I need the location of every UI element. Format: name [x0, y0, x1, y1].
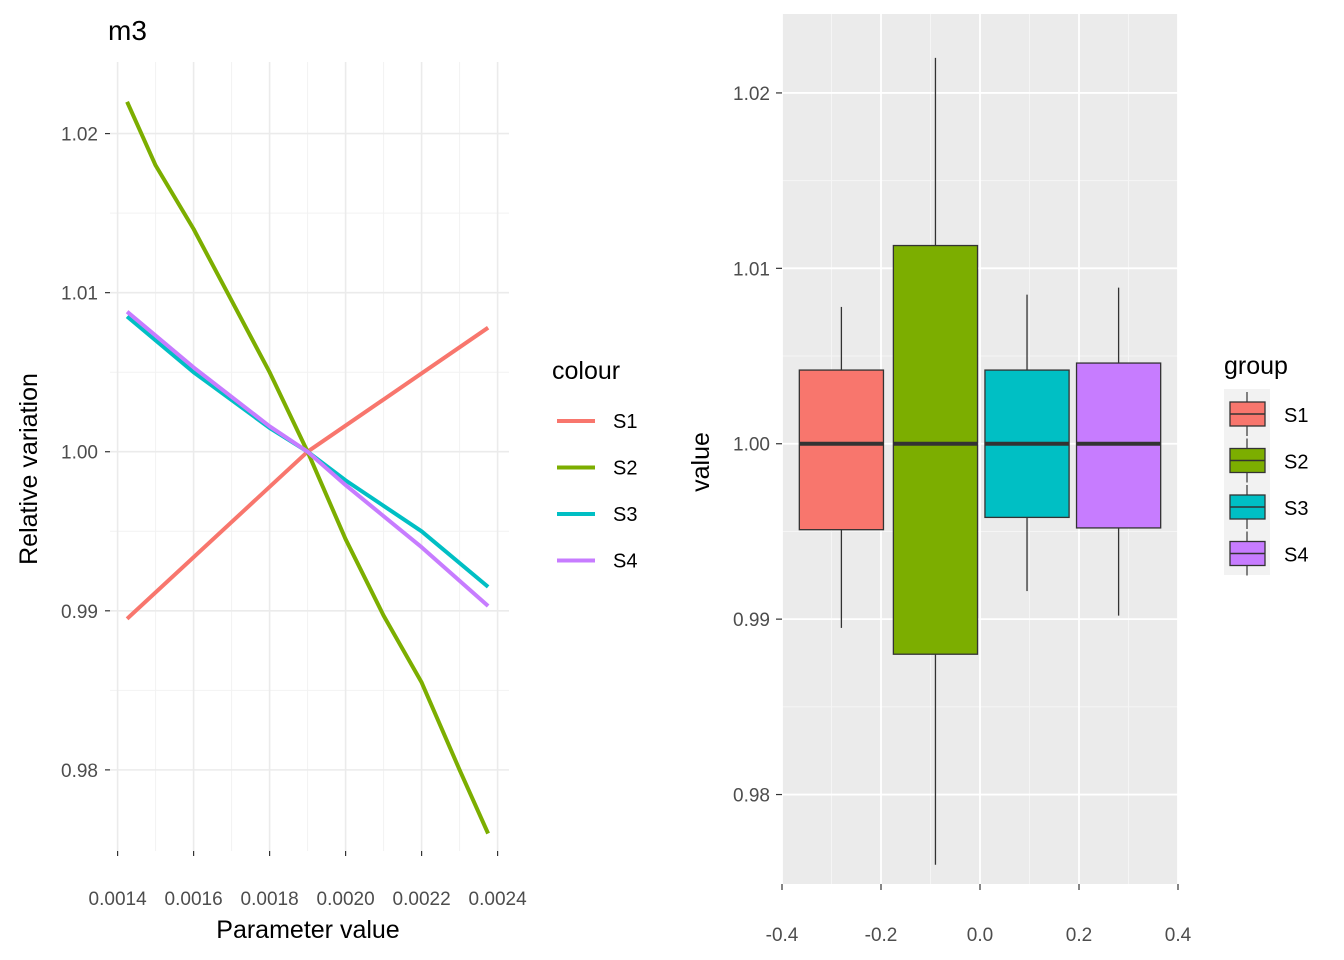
- box-chart-y-ticks: 0.98 0.99 1.00 1.01 1.02: [733, 84, 782, 807]
- legend-label-s2: S2: [613, 458, 637, 480]
- legend-key-s1: [1229, 392, 1266, 436]
- legend-label-s2: S2: [1284, 452, 1308, 474]
- legend-label-s3: S3: [613, 504, 637, 526]
- x-tick-label: 0.0016: [165, 889, 223, 910]
- line-chart: m3 0.0014 0.0016 0.0018 0.0020 0.0022 0.0024 …: [15, 15, 637, 944]
- x-tick-label: 0.4: [1165, 925, 1192, 946]
- box-s1: [798, 306, 885, 628]
- x-tick-label: 0.0: [967, 925, 993, 946]
- legend-label-s1: S1: [613, 411, 637, 433]
- x-tick-label: 0.2: [1066, 925, 1092, 946]
- box-chart-boxes: [798, 57, 1162, 865]
- y-tick-label: 1.02: [733, 84, 770, 105]
- box-body: [798, 369, 885, 531]
- box-chart-legend: group S1 S2 S3 S4: [1224, 352, 1308, 576]
- x-tick-label: 0.0022: [393, 889, 451, 910]
- y-tick-label: 1.00: [733, 435, 770, 456]
- box-s3: [984, 294, 1070, 592]
- line-chart-series: [125, 100, 490, 835]
- y-tick-label: 1.00: [61, 443, 98, 464]
- line-chart-x-axis-title: Parameter value: [216, 916, 399, 944]
- line-chart-y-ticks: 0.98 0.99 1.00 1.01 1.02: [61, 125, 110, 782]
- box-chart-legend-title: group: [1224, 352, 1288, 380]
- x-tick-label: 0.0018: [241, 889, 299, 910]
- y-tick-label: 1.01: [61, 284, 98, 305]
- y-tick-label: 0.99: [61, 602, 98, 623]
- x-tick-label: 0.0024: [469, 889, 528, 910]
- box-chart-x-ticks: -0.4 -0.2 0.0 0.2 0.4: [766, 884, 1192, 946]
- legend-label-s3: S3: [1284, 498, 1308, 520]
- line-chart-legend: colour S1 S2 S3 S4: [552, 357, 637, 573]
- line-chart-title: m3: [108, 15, 147, 46]
- legend-key-s2: [1229, 438, 1266, 483]
- legend-key-s3: [1229, 485, 1266, 529]
- legend-key-s4: [1229, 531, 1266, 576]
- line-chart-y-axis-title: Relative variation: [15, 373, 43, 565]
- series-line-s4: [125, 310, 490, 608]
- legend-label-s4: S4: [613, 551, 637, 573]
- box-body: [892, 244, 979, 655]
- box-s4: [1075, 287, 1162, 616]
- x-tick-label: 0.0020: [317, 889, 375, 910]
- y-tick-label: 0.98: [61, 761, 98, 782]
- line-chart-x-ticks: 0.0014 0.0016 0.0018 0.0020 0.0022 0.0024: [89, 851, 528, 910]
- line-chart-legend-title: colour: [552, 357, 620, 385]
- y-tick-label: 0.98: [733, 786, 770, 807]
- legend-label-s1: S1: [1284, 405, 1308, 427]
- x-tick-label: 0.0014: [89, 889, 148, 910]
- box-chart: -0.4 -0.2 0.0 0.2 0.4 0.98 0.99 1.00 1.01 1.02 v…: [687, 14, 1308, 946]
- x-tick-label: -0.2: [865, 925, 898, 946]
- box-s2: [892, 57, 979, 865]
- box-chart-y-axis-title: value: [687, 432, 715, 492]
- y-tick-label: 0.99: [733, 610, 770, 631]
- legend-label-s4: S4: [1284, 545, 1308, 567]
- x-tick-label: -0.4: [766, 925, 799, 946]
- y-tick-label: 1.02: [61, 125, 98, 146]
- y-tick-label: 1.01: [733, 259, 770, 280]
